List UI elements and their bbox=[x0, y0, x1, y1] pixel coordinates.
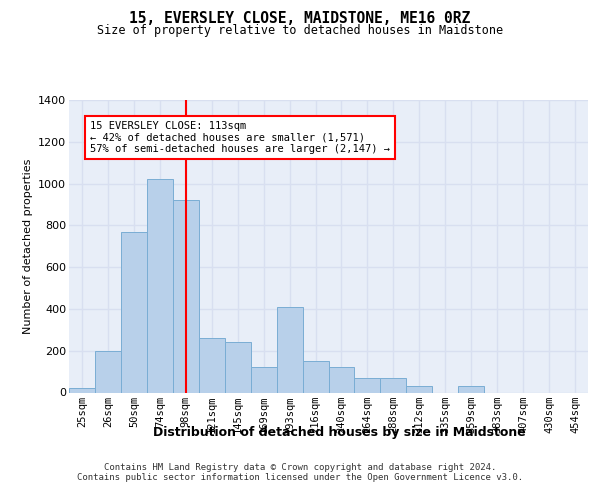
Bar bbox=[69, 388, 95, 392]
Text: Size of property relative to detached houses in Maidstone: Size of property relative to detached ho… bbox=[97, 24, 503, 37]
Bar bbox=[173, 200, 199, 392]
Bar bbox=[458, 386, 484, 392]
Bar bbox=[406, 386, 432, 392]
Text: Distribution of detached houses by size in Maidstone: Distribution of detached houses by size … bbox=[152, 426, 526, 439]
Bar bbox=[329, 368, 355, 392]
Bar bbox=[277, 307, 302, 392]
Bar bbox=[121, 232, 147, 392]
Y-axis label: Number of detached properties: Number of detached properties bbox=[23, 158, 32, 334]
Bar bbox=[355, 378, 380, 392]
Bar bbox=[95, 350, 121, 393]
Text: Contains HM Land Registry data © Crown copyright and database right 2024.: Contains HM Land Registry data © Crown c… bbox=[104, 462, 496, 471]
Bar bbox=[147, 180, 173, 392]
Text: 15 EVERSLEY CLOSE: 113sqm
← 42% of detached houses are smaller (1,571)
57% of se: 15 EVERSLEY CLOSE: 113sqm ← 42% of detac… bbox=[90, 121, 390, 154]
Bar bbox=[251, 368, 277, 392]
Bar bbox=[199, 338, 224, 392]
Text: Contains public sector information licensed under the Open Government Licence v3: Contains public sector information licen… bbox=[77, 472, 523, 482]
Text: 15, EVERSLEY CLOSE, MAIDSTONE, ME16 0RZ: 15, EVERSLEY CLOSE, MAIDSTONE, ME16 0RZ bbox=[130, 11, 470, 26]
Bar bbox=[302, 361, 329, 392]
Bar bbox=[225, 342, 251, 392]
Bar bbox=[380, 378, 406, 392]
